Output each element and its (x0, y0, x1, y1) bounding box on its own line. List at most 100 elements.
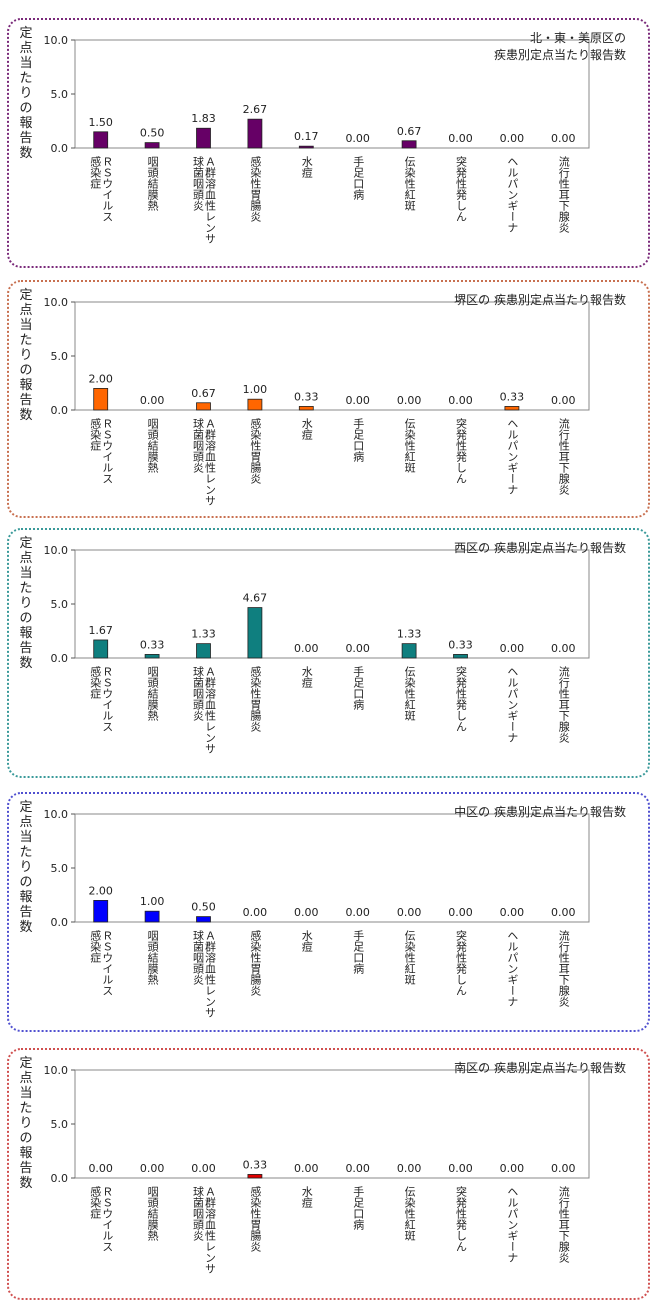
category-line: ヘルパンギーナ (505, 1186, 519, 1263)
data-label: 0.00 (191, 1162, 216, 1175)
data-label: 0.67 (397, 125, 422, 138)
data-label: 0.00 (500, 132, 525, 145)
category-label: 手足口病 (352, 418, 365, 462)
bar (504, 406, 520, 411)
category-line: 流行性耳下腺炎 (557, 666, 571, 743)
data-label: 1.00 (140, 895, 165, 908)
category-label: Ａ群溶血性レンサ 球菌咽頭炎 (191, 156, 217, 244)
category-label: Ａ群溶血性レンサ 球菌咽頭炎 (191, 666, 217, 754)
category-line: 伝染性紅斑 (403, 156, 417, 211)
chart-title-line: 中区の 疾患別定点当たり報告数 (454, 805, 626, 819)
category-line: 伝染性紅斑 (403, 666, 417, 721)
category-line: 感染性胃腸炎 (248, 930, 262, 996)
bar (401, 140, 417, 149)
category-line: ＲＳウイルス (100, 156, 114, 222)
data-label: 0.00 (500, 906, 525, 919)
bar (247, 118, 263, 149)
bar (93, 639, 109, 659)
category-line: ＲＳウイルス (100, 1186, 114, 1252)
category-label: 伝染性紅斑 (403, 1186, 416, 1241)
chart-panel: 0.0 5.0 10.0 1.50 0.50 1.83 2.67 0.17 0.00 0.67 0.… (7, 18, 650, 268)
data-label: 0.00 (345, 642, 370, 655)
category-line: 球菌咽頭炎 (191, 666, 205, 721)
chart-title-line: 西区の 疾患別定点当たり報告数 (454, 541, 626, 555)
chart-panel: 0.0 5.0 10.0 2.00 1.00 0.50 0.00 0.00 0.00 0.00 0.… (7, 792, 650, 1032)
chart-title-line: 北・東・美原区の (529, 31, 626, 45)
data-label: 0.50 (140, 127, 165, 140)
bar (196, 916, 211, 923)
data-label: 0.17 (294, 130, 319, 143)
category-label: 流行性耳下腺炎 (557, 156, 571, 233)
y-tick-label: 10.0 (44, 296, 69, 309)
category-line: 感染性胃腸炎 (248, 666, 262, 732)
data-label: 0.33 (140, 638, 165, 651)
y-axis-label: 定点当たりの報告数 (19, 536, 33, 671)
category-line: 突発性発しん (454, 156, 468, 222)
data-label: 2.00 (88, 884, 113, 897)
category-line: 咽頭結膜熱 (146, 156, 160, 211)
data-label: 0.00 (551, 394, 576, 407)
category-line: Ａ群溶血性レンサ (203, 418, 217, 506)
category-line: 水痘 (300, 1186, 314, 1208)
category-line: 球菌咽頭炎 (191, 930, 205, 985)
chart-panel: 0.0 5.0 10.0 2.00 0.00 0.67 1.00 0.33 0.00 0.00 0.… (7, 280, 650, 518)
y-tick-label: 0.0 (51, 916, 69, 929)
category-label: ヘルパンギーナ (506, 418, 519, 495)
data-label: 0.00 (345, 394, 370, 407)
data-label: 0.00 (551, 642, 576, 655)
category-label: ヘルパンギーナ (505, 930, 519, 1007)
chart-title: 中区の 疾患別定点当たり報告数 (454, 804, 626, 821)
category-line: 水痘 (300, 156, 314, 178)
data-label: 2.00 (88, 372, 113, 385)
y-tick-label: 10.0 (44, 1064, 69, 1077)
data-label: 0.00 (551, 1162, 576, 1175)
category-label: 突発性発しん (454, 666, 468, 732)
y-tick-label: 5.0 (51, 598, 69, 611)
category-label: 感染性胃腸炎 (248, 418, 262, 484)
category-label: 水痘 (300, 156, 314, 178)
category-line: 水痘 (300, 418, 314, 440)
category-label: 感染性胃腸炎 (248, 930, 262, 996)
category-label: ヘルパンギーナ (506, 666, 519, 743)
category-line: 咽頭結膜熱 (146, 418, 160, 473)
y-tick-label: 10.0 (44, 34, 69, 47)
y-tick-label: 5.0 (51, 862, 69, 875)
category-line: 伝染性紅斑 (403, 418, 417, 473)
category-label: ＲＳウイルス 感染症 (89, 156, 114, 222)
chart-title-line: 疾患別定点当たり報告数 (493, 48, 626, 62)
category-label: Ａ群溶血性レンサ 球菌咽頭炎 (191, 930, 217, 1018)
category-line: 突発性発しん (454, 666, 468, 732)
category-label: 手足口病 (352, 666, 365, 710)
category-label: 咽頭結膜熱 (146, 1186, 159, 1241)
category-line: 流行性耳下腺炎 (557, 156, 571, 233)
y-tick-label: 0.0 (51, 142, 69, 155)
y-axis-label: 定点当たりの報告数 (19, 288, 33, 423)
chart-svg: 0.0 5.0 10.0 1.50 0.50 1.83 2.67 0.17 0.00 0.67 0.… (44, 34, 590, 155)
chart-title: 南区の 疾患別定点当たり報告数 (454, 1060, 626, 1077)
category-line: 感染症 (88, 666, 102, 699)
category-label: 水痘 (300, 930, 313, 952)
category-line: ヘルパンギーナ (505, 930, 519, 1007)
bar (247, 607, 263, 659)
data-label: 0.00 (294, 642, 319, 655)
data-label: 0.50 (191, 901, 216, 914)
data-label: 0.00 (397, 394, 422, 407)
category-line: 感染性胃腸炎 (248, 156, 262, 222)
category-line: Ａ群溶血性レンサ (203, 666, 217, 754)
category-line: 球菌咽頭炎 (191, 156, 205, 211)
category-label: ヘルパンギーナ (505, 156, 519, 233)
bar (298, 406, 314, 411)
data-label: 4.67 (243, 592, 268, 605)
category-label: Ａ群溶血性レンサ 球菌咽頭炎 (192, 418, 217, 506)
data-label: 0.00 (448, 394, 473, 407)
category-label: ＲＳウイルス 感染症 (89, 1186, 114, 1252)
category-label: 感染性胃腸炎 (248, 156, 262, 222)
data-label: 0.00 (397, 906, 422, 919)
category-label: 伝染性紅斑 (403, 930, 416, 985)
category-line: ヘルパンギーナ (505, 156, 519, 233)
category-line: 感染性胃腸炎 (248, 418, 262, 484)
category-label: 感染性胃腸炎 (248, 666, 262, 732)
data-label: 0.00 (448, 132, 473, 145)
data-label: 0.33 (500, 390, 525, 403)
chart-svg: 0.0 5.0 10.0 2.00 0.00 0.67 1.00 0.33 0.00 0.00 0.… (44, 296, 590, 417)
